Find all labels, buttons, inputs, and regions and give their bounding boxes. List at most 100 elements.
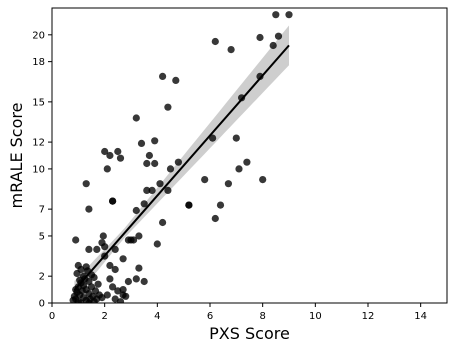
data-point: [285, 11, 293, 19]
y-tick-label: 2: [39, 272, 45, 283]
data-point: [80, 282, 88, 290]
data-point: [227, 46, 235, 54]
data-point: [85, 245, 93, 253]
x-tick-label: 6: [207, 311, 213, 322]
data-point: [151, 137, 159, 145]
data-point: [274, 32, 283, 40]
data-point: [269, 41, 277, 50]
x-axis-title: PXS Score: [209, 324, 290, 343]
data-point: [90, 273, 98, 282]
data-point: [156, 180, 164, 188]
data-point: [119, 255, 127, 263]
y-tick-label: 18: [32, 57, 45, 68]
data-point: [166, 165, 175, 173]
data-point: [211, 37, 219, 46]
data-point: [119, 286, 127, 294]
data-point: [111, 245, 119, 253]
data-point: [145, 151, 153, 160]
data-points-layer: [69, 11, 293, 303]
data-point: [106, 151, 114, 160]
y-tick-label: 0: [39, 299, 45, 310]
data-point: [185, 201, 193, 209]
x-tick-label: 2: [101, 311, 107, 322]
data-point: [106, 275, 114, 283]
y-tick-label: 7: [39, 205, 45, 216]
data-point: [216, 201, 225, 209]
y-axis-ticks: 0 2 5 7 10 12 15 18 20: [32, 30, 52, 310]
data-point: [109, 283, 117, 291]
data-point: [159, 218, 167, 227]
data-point: [211, 214, 219, 223]
data-point: [140, 277, 148, 286]
data-point: [140, 200, 148, 208]
y-tick-label: 5: [39, 231, 45, 242]
data-point: [93, 245, 101, 253]
data-point: [201, 176, 209, 184]
regression-line-layer: [73, 44, 290, 291]
data-point: [151, 159, 159, 168]
y-axis-title: mRALE Score: [7, 103, 26, 209]
data-point: [135, 264, 143, 272]
data-point: [82, 180, 90, 188]
data-point: [148, 186, 156, 194]
data-point: [256, 72, 264, 80]
data-point: [101, 147, 109, 156]
data-point: [130, 236, 138, 244]
data-point: [109, 197, 117, 205]
x-tick-label: 10: [309, 311, 322, 322]
data-point: [124, 277, 132, 286]
data-point: [135, 232, 143, 240]
x-tick-label: 0: [49, 311, 55, 322]
data-point: [153, 240, 161, 248]
data-point: [103, 165, 111, 173]
data-point: [132, 206, 140, 215]
data-point: [272, 11, 280, 19]
data-point: [137, 139, 146, 147]
data-point: [90, 298, 98, 303]
data-point: [132, 114, 140, 122]
data-point: [164, 103, 172, 111]
data-point: [209, 134, 217, 142]
x-tick-label: 8: [259, 311, 265, 322]
data-point: [174, 158, 182, 166]
data-point: [172, 76, 180, 84]
data-point: [111, 265, 119, 274]
data-point: [164, 186, 172, 194]
data-point: [132, 275, 140, 283]
data-point: [159, 72, 167, 80]
data-point: [143, 159, 151, 168]
data-point: [72, 236, 80, 244]
y-tick-label: 10: [32, 164, 45, 175]
y-tick-label: 12: [32, 138, 45, 149]
data-point: [74, 261, 82, 270]
data-point: [116, 154, 125, 162]
data-point: [114, 147, 122, 156]
x-axis-ticks: 0 2 4 6 8 10 12 14: [49, 303, 427, 322]
data-point: [143, 186, 151, 194]
data-point: [116, 298, 125, 303]
data-point: [232, 134, 240, 142]
data-point: [235, 165, 243, 173]
data-point: [256, 33, 264, 42]
data-point: [94, 280, 102, 288]
data-point: [73, 269, 81, 278]
plot-frame: [51, 7, 448, 304]
data-point: [103, 291, 111, 299]
data-point: [122, 292, 130, 300]
x-tick-label: 4: [154, 311, 160, 322]
data-point: [85, 277, 93, 286]
data-point: [224, 180, 232, 188]
data-point: [111, 295, 119, 303]
data-point: [101, 243, 109, 251]
y-tick-label: 15: [32, 97, 45, 108]
data-point: [77, 299, 85, 303]
data-point: [82, 263, 90, 271]
data-point: [85, 205, 93, 213]
data-point: [106, 261, 114, 270]
regression-line: [73, 44, 290, 291]
data-point: [243, 158, 251, 166]
x-tick-label: 12: [362, 311, 375, 322]
data-point: [99, 232, 107, 240]
